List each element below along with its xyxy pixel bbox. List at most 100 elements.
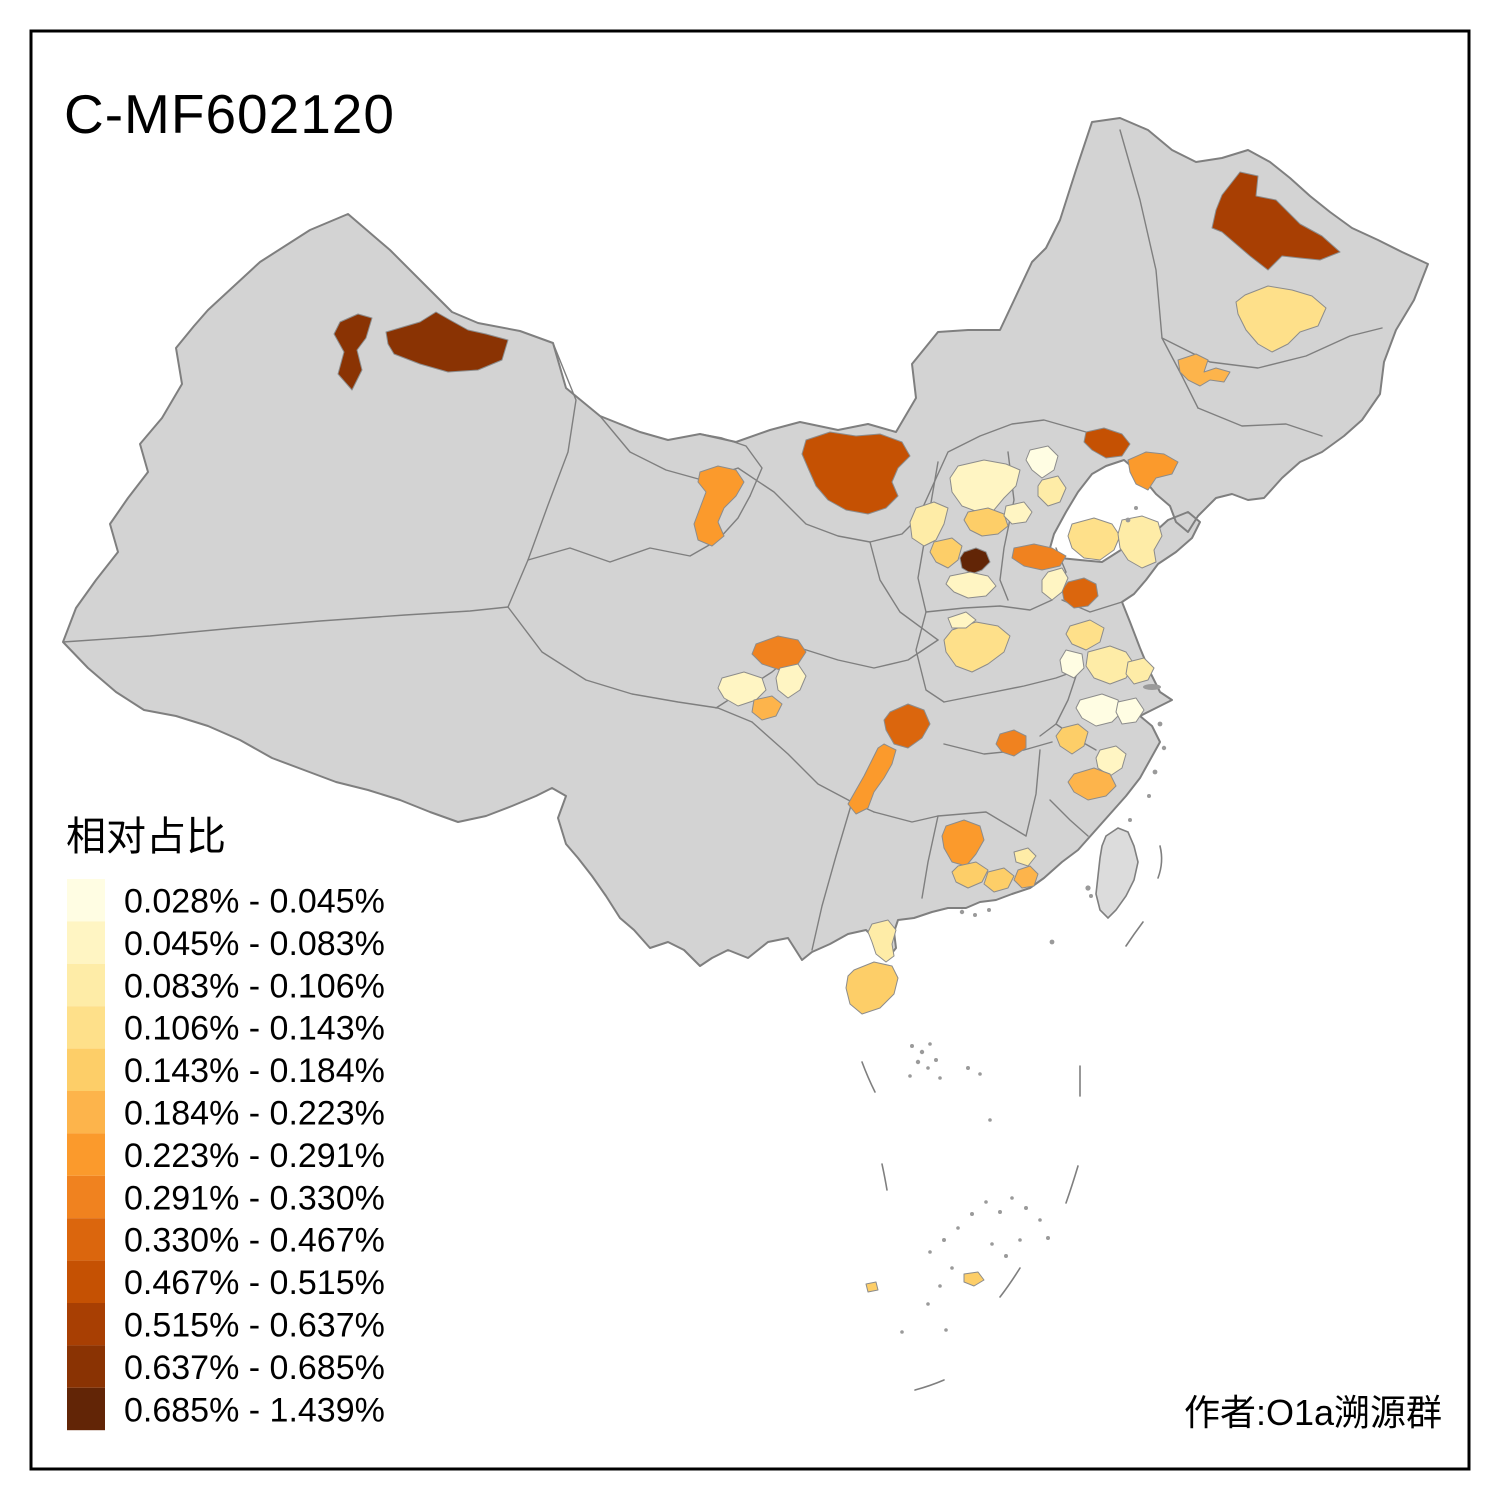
sea-arc: [1157, 845, 1163, 879]
island-dot: [900, 1330, 904, 1334]
province-border-line: [527, 495, 751, 563]
map-region-chongqing: [883, 703, 931, 749]
map-region-guangzhou-foshan: [951, 861, 989, 889]
legend-swatch: [67, 1006, 105, 1049]
province-border-line: [1119, 129, 1199, 409]
province-border-line: [921, 815, 939, 899]
map-region-inner-mongolia: [801, 431, 911, 515]
legend-swatch: [67, 1218, 105, 1261]
island-dot: [1038, 1218, 1042, 1222]
map-region-jilin-west: [1177, 353, 1231, 387]
map-region-shanxi-southwest: [929, 537, 963, 569]
island-dot: [956, 1226, 960, 1230]
map-region-chongqing-south-strip: [847, 743, 897, 815]
legend-title: 相对占比: [66, 815, 226, 859]
island-dot: [1147, 794, 1151, 798]
sea-arc: [861, 1061, 876, 1093]
map-region-taiyuan: [963, 507, 1009, 537]
map-region-shantou: [1013, 865, 1039, 889]
sea-arc: [881, 1163, 888, 1191]
map-region-henan-north: [1011, 543, 1067, 571]
legend-swatch: [67, 1387, 105, 1431]
legend-label: 0.467% - 0.515%: [124, 1264, 385, 1302]
map-region-jiangsu-north: [1065, 619, 1105, 651]
legend-label: 0.106% - 0.143%: [124, 1010, 385, 1048]
map-region-jiangsu-west: [1059, 649, 1085, 679]
map-region-zhejiang-west: [1055, 723, 1089, 755]
legend-label: 0.637% - 0.685%: [124, 1349, 385, 1387]
legend-swatch: [67, 879, 105, 922]
island-dot: [915, 1059, 921, 1065]
province-border-line: [1049, 799, 1089, 837]
map-region-huizhou: [983, 867, 1015, 893]
legend-swatch: [67, 1260, 105, 1303]
map-region-zhejiang-north: [1075, 693, 1123, 727]
island-dot: [928, 1042, 932, 1046]
province-border-line: [599, 415, 919, 543]
legend-swatch: [67, 1175, 105, 1219]
island-dot: [978, 1072, 982, 1076]
island-dot: [938, 1076, 942, 1080]
island-dot: [934, 1058, 938, 1062]
island-dot: [1128, 818, 1132, 822]
map-region-wenzhou: [1095, 745, 1127, 777]
map-region-henan-center: [943, 621, 1011, 673]
island-dot: [1046, 1236, 1050, 1240]
province-border-line: [699, 433, 763, 497]
province-border-line: [915, 611, 945, 703]
province-border-line: [62, 606, 509, 643]
island-dot: [1024, 1206, 1028, 1210]
map-region-shandong-south: [1061, 577, 1099, 609]
island-dot: [988, 1118, 992, 1122]
map-region-fujian-northeast: [1067, 767, 1117, 801]
island-dot: [1018, 1238, 1022, 1242]
map-region-scs-islet-east: [963, 1271, 985, 1287]
map-region-heilongjiang-north: [1211, 171, 1341, 271]
legend-label: 0.083% - 0.106%: [124, 967, 385, 1005]
map-region-leizhou: [867, 919, 897, 963]
attribution-text: 作者:O1a溯源群: [1184, 1392, 1442, 1433]
map-region-hainan: [845, 961, 899, 1015]
penghu-dot: [1089, 894, 1093, 898]
map-region-shanxi-north: [949, 459, 1021, 513]
province-borders: [62, 129, 1383, 951]
province-border-line: [1025, 749, 1041, 837]
sea-boundary-arcs: [861, 845, 1163, 1391]
island-dot: [926, 1302, 930, 1306]
legend-label: 0.143% - 0.184%: [124, 1052, 385, 1090]
map-region-shanghai-area: [1125, 657, 1155, 685]
legend-label: 0.184% - 0.223%: [124, 1095, 385, 1133]
island-dot: [970, 1212, 974, 1216]
sea-arc: [999, 1267, 1021, 1298]
map-region-henan-west: [947, 611, 977, 629]
map-region-beijing: [1025, 445, 1059, 479]
island-dot: [944, 1328, 948, 1332]
legend-swatch: [67, 1133, 105, 1176]
legend-label: 0.223% - 0.291%: [124, 1137, 385, 1175]
map-region-meizhou: [1013, 847, 1037, 867]
province-border-line: [799, 639, 939, 669]
map-region-tianjin: [1037, 475, 1067, 507]
legend-swatch: [67, 1303, 105, 1346]
penghu-dot: [1085, 885, 1091, 891]
map-region-shandong-peninsula: [1127, 451, 1179, 491]
province-border-line: [917, 461, 939, 613]
island-dot: [919, 1049, 925, 1055]
island-dot: [942, 1238, 946, 1242]
island-dot: [950, 1266, 954, 1270]
island-dot: [928, 1250, 932, 1254]
map-region-shanxi-west: [909, 501, 949, 547]
map-region-yuncheng: [945, 571, 997, 599]
map-region-heze: [1041, 567, 1069, 601]
island-dot: [910, 1044, 914, 1048]
island-dot: [966, 1066, 970, 1070]
island-dots: [900, 506, 1167, 1334]
province-border-line: [925, 547, 1067, 613]
legend-swatch: [67, 921, 105, 964]
province-border-line: [1039, 669, 1079, 737]
island-dot: [1157, 721, 1163, 727]
map-region-nw-xinjiang-west: [333, 313, 373, 391]
map-region-nw-xinjiang-east: [385, 311, 509, 373]
legend-label: 0.291% - 0.330%: [124, 1179, 385, 1217]
